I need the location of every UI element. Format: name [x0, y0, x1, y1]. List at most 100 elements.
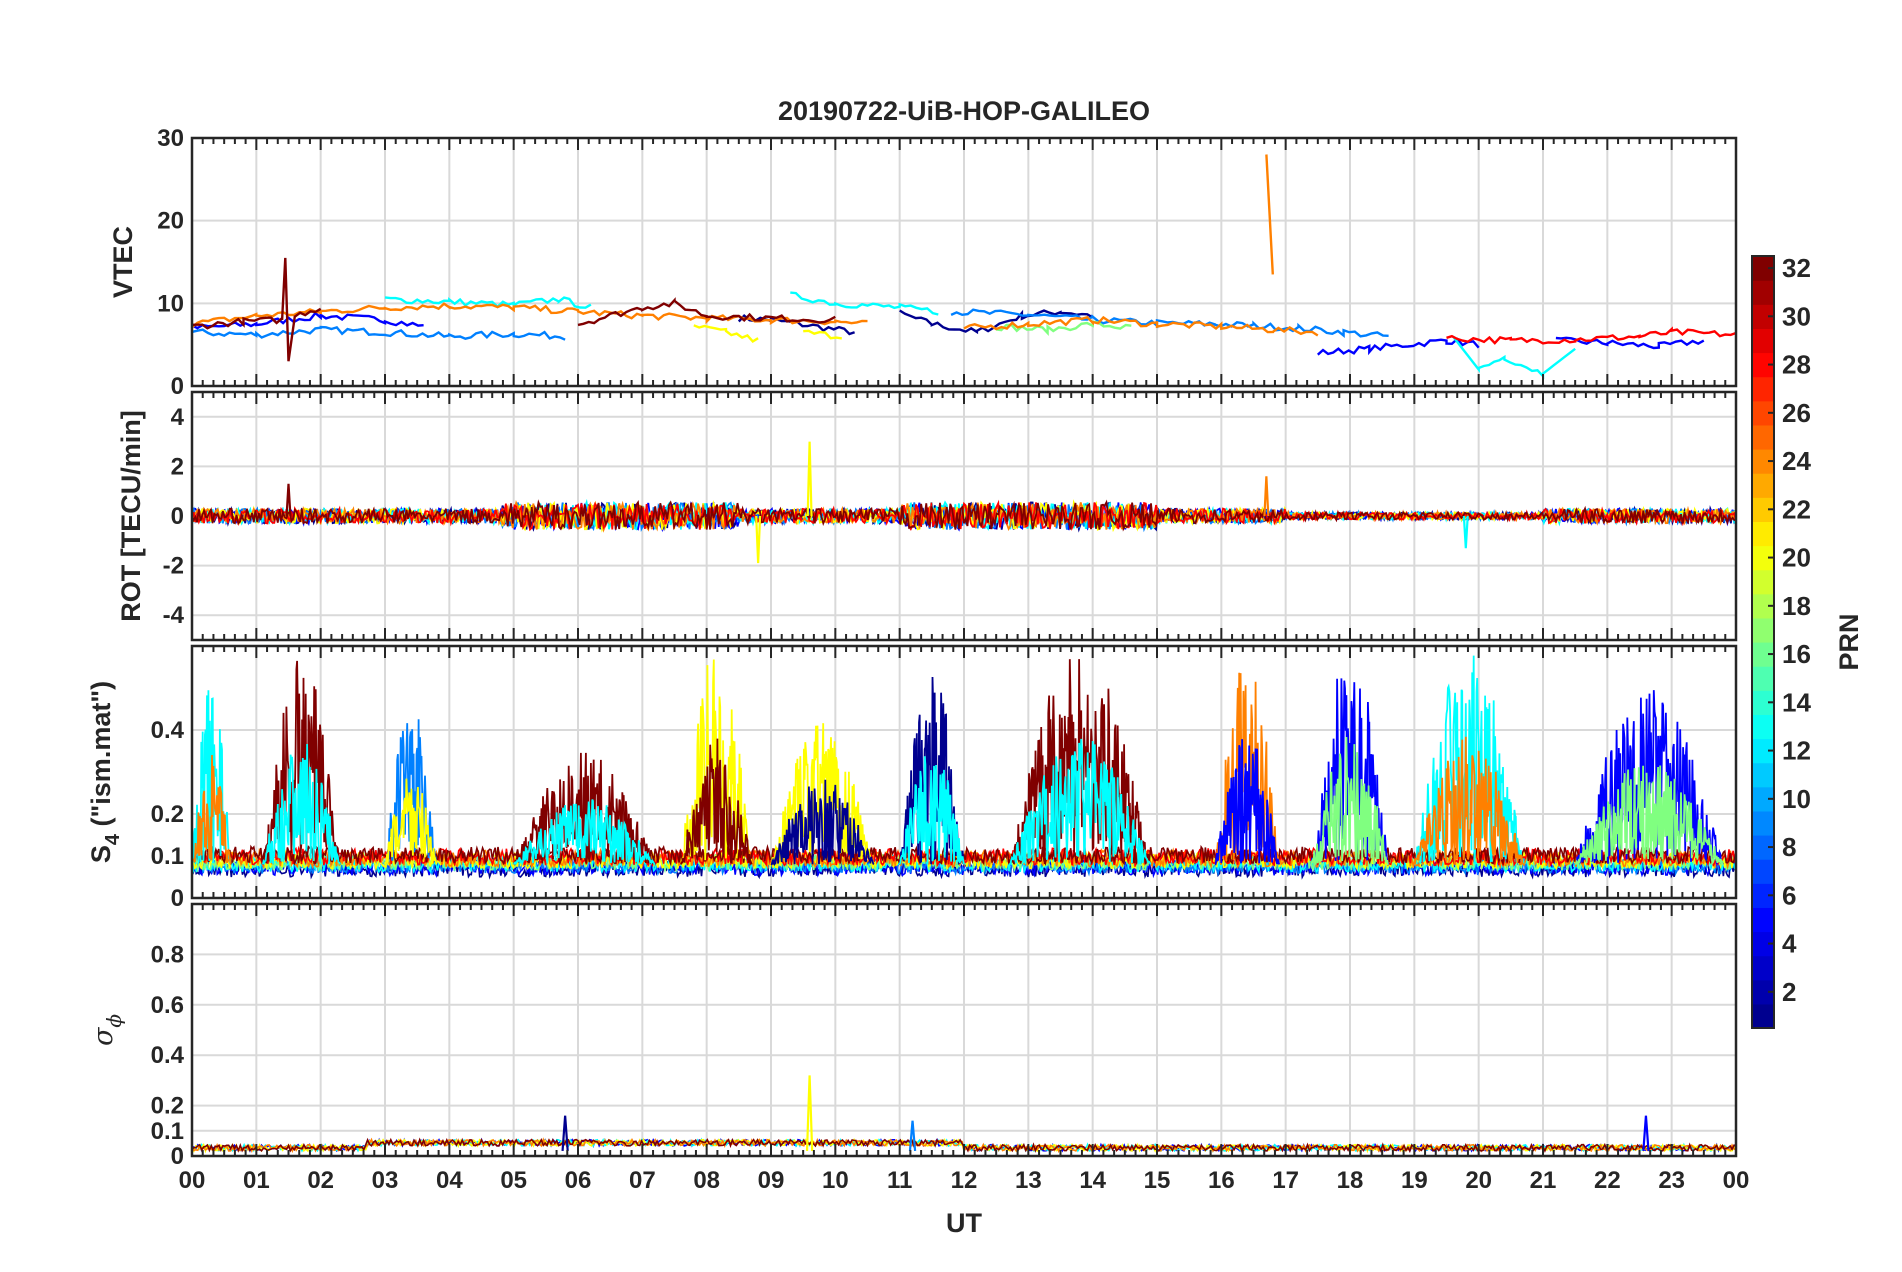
s4-activity-line — [770, 723, 875, 867]
vtec-series-line — [192, 325, 566, 341]
s4-ylabel: S4 ("ism.mat") — [86, 681, 124, 863]
vtec-ytick-label: 0 — [171, 373, 184, 400]
colorbar-tick-label: 28 — [1782, 350, 1811, 380]
x-axis-label: UT — [946, 1208, 982, 1238]
sigma-ylabel: σϕ — [88, 1014, 126, 1046]
colorbar-segment — [1752, 883, 1774, 908]
s4-ytick-label: 0.4 — [151, 717, 185, 744]
colorbar-segment — [1752, 424, 1774, 450]
s4-activity-line — [770, 779, 875, 867]
vtec-series-line — [1265, 154, 1274, 275]
colorbar-tick-label: 18 — [1782, 591, 1811, 621]
s4-activity-line — [192, 754, 232, 865]
sigma-ytick-label: 0.6 — [151, 992, 184, 1019]
x-tick-label: 18 — [1337, 1167, 1364, 1194]
x-tick-label: 03 — [372, 1167, 399, 1194]
x-tick-label: 01 — [243, 1167, 270, 1194]
colorbar-segment — [1752, 545, 1774, 571]
s4-ytick-label: 0.1 — [151, 843, 184, 870]
colorbar-frame — [1751, 255, 1775, 1029]
x-tick-label: 07 — [629, 1167, 656, 1194]
colorbar-tick-label: 10 — [1782, 784, 1811, 814]
rot-spike — [755, 515, 762, 564]
x-tick-label: 00 — [1723, 1167, 1750, 1194]
x-tick-label: 02 — [307, 1167, 334, 1194]
vtec-ytick-label: 30 — [157, 125, 184, 152]
s4-activity-line — [898, 756, 965, 865]
s4-ylabel-sub: 4 — [102, 833, 124, 845]
rot-data-group — [192, 441, 1736, 564]
s4-ylabel-tail: ("ism.mat") — [86, 681, 116, 834]
colorbar-segment — [1752, 304, 1774, 329]
x-tick-label: 05 — [500, 1167, 527, 1194]
colorbar-segment — [1752, 473, 1774, 498]
vtec-series-line — [963, 315, 1319, 337]
colorbar-segment — [1752, 762, 1774, 788]
vtec-series-line — [996, 320, 1132, 337]
rot-ytick-label: 0 — [171, 503, 184, 530]
s4-activity-line — [680, 738, 753, 867]
colorbar-segment — [1752, 280, 1774, 305]
x-tick-label: 15 — [1144, 1167, 1171, 1194]
sigma-ytick-label: 0.1 — [151, 1118, 184, 1145]
x-tick-label: 21 — [1530, 1167, 1557, 1194]
x-tick-label: 09 — [758, 1167, 785, 1194]
figure-title: 20190722-UiB-HOP-GALILEO — [778, 96, 1150, 126]
sigma-ytick-label: 0.2 — [151, 1093, 184, 1120]
sigma-spike — [1642, 1115, 1650, 1152]
colorbar-segment — [1752, 497, 1774, 522]
colorbar-segment — [1752, 328, 1774, 354]
axes-layer: 0102030-4-202400.10.20.400.10.20.40.60.8… — [151, 125, 1750, 1194]
colorbar-segment — [1752, 593, 1774, 619]
colorbar-segment — [1752, 666, 1774, 691]
s4-data-group — [192, 655, 1736, 880]
colorbar-tick-label: 12 — [1782, 736, 1811, 766]
s4-ytick-label: 0 — [171, 885, 184, 912]
x-tick-label: 13 — [1015, 1167, 1042, 1194]
vtec-series-line — [577, 297, 836, 327]
x-tick-label: 17 — [1272, 1167, 1299, 1194]
colorbar-segment — [1752, 955, 1774, 981]
vtec-series-line — [737, 314, 855, 336]
x-tick-label: 12 — [951, 1167, 978, 1194]
colorbar-label: PRN — [1834, 613, 1864, 670]
rot-ylabel: ROT [TECU/min] — [116, 410, 146, 621]
rot-ytick-label: -4 — [163, 602, 185, 629]
vtec-series-line — [1316, 337, 1480, 356]
colorbar-segment — [1752, 352, 1774, 378]
sigma-spike — [908, 1120, 917, 1152]
sigma-ylabel-sub: ϕ — [102, 1014, 126, 1028]
vtec-series-line — [1451, 335, 1576, 380]
vtec-ylabel: VTEC — [108, 226, 138, 298]
x-tick-label: 06 — [565, 1167, 592, 1194]
colorbar-tick-label: 20 — [1782, 543, 1811, 573]
colorbar-segment — [1752, 786, 1774, 812]
vtec-series-line — [950, 308, 1389, 339]
x-tick-label: 11 — [887, 1167, 912, 1194]
colorbar-tick-label: 30 — [1782, 301, 1811, 331]
colorbar-segment — [1752, 642, 1774, 667]
vtec-data-group — [192, 154, 1736, 380]
colorbar-segment — [1752, 521, 1774, 547]
colorbar-segment — [1752, 376, 1774, 402]
x-tick-label: 20 — [1465, 1167, 1492, 1194]
vtec-series-line — [899, 309, 1094, 335]
colorbar-segment — [1752, 256, 1774, 281]
s4-activity-line — [1214, 739, 1281, 866]
sigma-ytick-label: 0.8 — [151, 941, 184, 968]
vtec-series-line — [192, 257, 322, 362]
colorbar-tick-label: 22 — [1782, 494, 1811, 524]
rot-ytick-label: 2 — [171, 453, 184, 480]
vtec-ytick-label: 20 — [157, 208, 184, 235]
colorbar-tick-label: 26 — [1782, 398, 1811, 428]
vtec-ytick-label: 10 — [157, 290, 184, 317]
colorbar-segment — [1752, 714, 1774, 740]
colorbar-segment — [1752, 907, 1774, 933]
colorbar-segment — [1752, 835, 1774, 860]
x-tick-label: 00 — [179, 1167, 206, 1194]
sigma-spike — [561, 1115, 569, 1152]
sigma-ytick-label: 0 — [171, 1143, 184, 1170]
rot-series-line — [192, 499, 1736, 532]
s4-activity-line — [512, 799, 656, 866]
